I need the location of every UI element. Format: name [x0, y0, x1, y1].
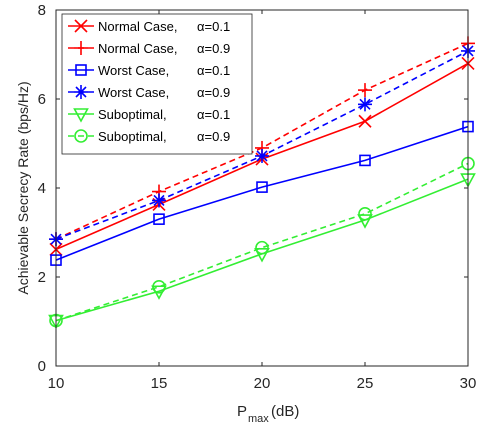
y-tick-label-2: 4	[38, 180, 46, 197]
legend-alpha-4: α=0.1	[197, 107, 230, 122]
series-2-line	[55, 125, 469, 261]
series-5-point-1	[152, 279, 166, 294]
series-2-point-1	[153, 213, 165, 225]
axis-layer: 10 15 20 25 30 0 2 4 6 8	[38, 2, 477, 392]
legend-box	[61, 13, 253, 155]
legend-marker-4-a	[73, 108, 89, 123]
x-tick-label-4: 30	[460, 375, 477, 392]
legend-alpha-0: α=0.1	[197, 19, 230, 34]
series-3-point-2	[255, 148, 269, 163]
legend-entry-2: Worst Case, α=0.1	[68, 63, 230, 78]
series-2-point-1-a	[153, 213, 165, 225]
legend-marker-3	[74, 85, 88, 99]
y-tick-label-4: 8	[38, 2, 46, 19]
legend-entry-3: Worst Case, α=0.9	[68, 85, 230, 100]
legend-marker-4	[73, 108, 89, 123]
legend-entry-5: Suboptimal, α=0.9	[68, 129, 230, 144]
series-2-point-2-a	[256, 181, 268, 193]
series-1-point-3	[358, 83, 372, 98]
legend-alpha-3: α=0.9	[197, 85, 230, 100]
series-5-point-3-a	[358, 207, 372, 221]
x-axis-label-main: P	[237, 403, 247, 420]
legend-label-4: Suboptimal,	[98, 107, 167, 122]
x-axis-label-unit: (dB)	[271, 403, 299, 420]
series-2-point-2	[256, 181, 268, 193]
legend-entry-1: Normal Case, α=0.9	[68, 41, 230, 56]
series-5-line	[55, 162, 469, 322]
legend-marker-5	[74, 129, 88, 143]
legend-alpha-5: α=0.9	[197, 129, 230, 144]
y-axis-label: Achievable Secrecy Rate (bps/Hz)	[15, 81, 31, 294]
legend-label-5: Suboptimal,	[98, 129, 167, 144]
series-5-point-2-a	[255, 240, 269, 255]
series-5-point-2	[255, 240, 269, 255]
series-3-point-2-d	[256, 150, 268, 162]
y-tick-label-0: 0	[38, 358, 46, 375]
series-2-point-3	[359, 154, 371, 167]
legend-label-3: Worst Case,	[98, 85, 169, 100]
legend-label-1: Normal Case,	[98, 41, 177, 56]
y-tick-label-3: 6	[38, 91, 46, 108]
legend-alpha-1: α=0.9	[197, 41, 230, 56]
series-2-point-3-a	[359, 154, 371, 167]
series-3-point-3-d	[359, 98, 371, 110]
series-3-point-1-d	[153, 194, 165, 207]
legend-label-2: Worst Case,	[98, 63, 169, 78]
legend-marker-2	[75, 64, 87, 76]
legend-marker-1	[74, 41, 88, 55]
legend-entry-0: Normal Case, α=0.1	[68, 19, 230, 34]
legend-marker-0	[74, 19, 88, 33]
series-0-point-3-b	[358, 114, 372, 128]
x-axis-label: P max (dB)	[237, 403, 299, 425]
x-tick-label-2: 20	[254, 375, 271, 392]
series-5-point-3	[358, 207, 372, 221]
series-5-point-1-a	[152, 279, 166, 294]
legend-marker-0-b	[74, 19, 88, 33]
legend-entry-4: Suboptimal, α=0.1	[68, 107, 230, 123]
legend-alpha-2: α=0.1	[197, 63, 230, 78]
x-tick-label-0: 10	[48, 375, 65, 392]
legend-label-0: Normal Case,	[98, 19, 177, 34]
x-tick-label-1: 15	[151, 375, 168, 392]
series-4-point-3-a	[357, 214, 373, 229]
x-axis-label-sub: max	[248, 413, 269, 425]
series-4-point-2	[254, 248, 270, 263]
series-4-point-3	[357, 214, 373, 229]
series-4-point-2-a	[254, 248, 270, 263]
x-tick-label-3: 25	[357, 375, 374, 392]
legend-marker-3-d	[75, 86, 87, 98]
series-0-point-3	[358, 114, 372, 128]
legend-marker-5-a	[74, 129, 88, 143]
series-3-point-3	[358, 97, 372, 112]
y-tick-label-1: 2	[38, 269, 46, 286]
series-3-point-1	[152, 193, 166, 208]
legend-marker-2-a	[75, 64, 87, 76]
